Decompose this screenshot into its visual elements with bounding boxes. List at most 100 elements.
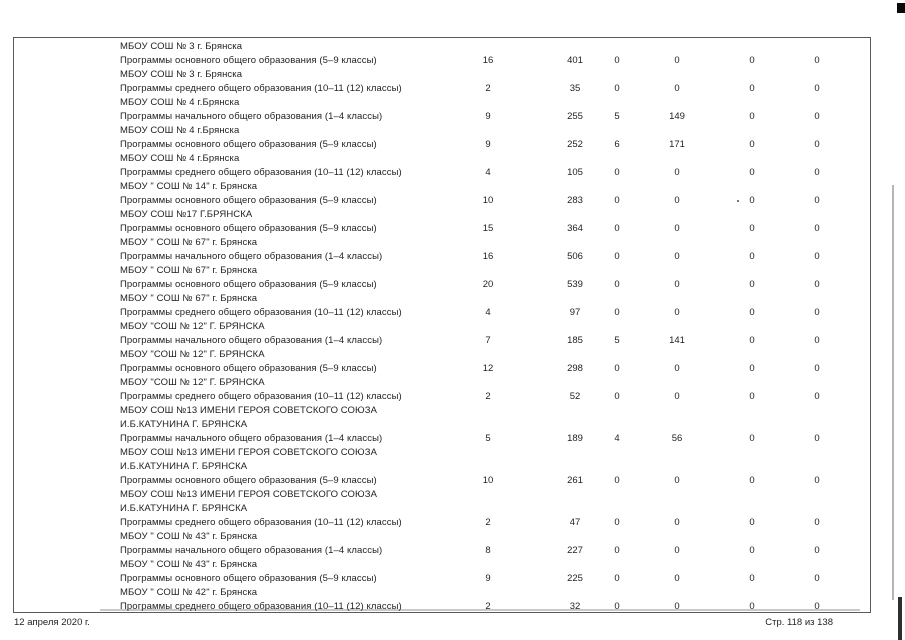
table-row-program: Программы среднего общего образования (1… <box>14 516 870 530</box>
table-row-school: МБОУ СОШ №13 ИМЕНИ ГЕРОЯ СОВЕТСКОГО СОЮЗ… <box>14 404 870 432</box>
table-row-program: Программы начального общего образования … <box>14 334 870 348</box>
value-cell: 0 <box>814 391 820 402</box>
value-cell: 0 <box>674 195 680 206</box>
school-name: МБОУ " СОШ № 67" г. Брянска <box>120 237 258 248</box>
value-cell: 10 <box>482 475 494 486</box>
value-cell: 15 <box>482 223 494 234</box>
table-row-program: Программы основного общего образования (… <box>14 194 870 208</box>
value-cell: 252 <box>567 139 583 150</box>
table-row-school: МБОУ СОШ №13 ИМЕНИ ГЕРОЯ СОВЕТСКОГО СОЮЗ… <box>14 446 870 474</box>
value-cell: 5 <box>614 111 620 122</box>
school-name: МБОУ СОШ №13 ИМЕНИ ГЕРОЯ СОВЕТСКОГО СОЮЗ… <box>120 405 378 430</box>
table-row-program: Программы среднего общего образования (1… <box>14 82 870 96</box>
value-cell: 0 <box>749 545 755 556</box>
value-cell: 0 <box>614 573 620 584</box>
value-cell: 539 <box>567 279 583 290</box>
value-cell: 185 <box>567 335 583 346</box>
school-name: МБОУ СОШ № 4 г.Брянска <box>120 125 240 136</box>
table-row-school: МБОУ " СОШ № 43" г. Брянска <box>14 530 870 544</box>
table-row-program: Программы основного общего образования (… <box>14 222 870 236</box>
value-cell: 506 <box>567 251 583 262</box>
value-cell: 97 <box>569 307 581 318</box>
value-cell: 0 <box>814 111 820 122</box>
value-cell: 171 <box>669 139 685 150</box>
table-row-school: МБОУ СОШ № 4 г.Брянска <box>14 124 870 138</box>
program-name: Программы основного общего образования (… <box>120 573 377 584</box>
value-cell: 0 <box>749 335 755 346</box>
value-cell: 0 <box>614 601 620 612</box>
school-name: МБОУ СОШ №13 ИМЕНИ ГЕРОЯ СОВЕТСКОГО СОЮЗ… <box>120 447 378 472</box>
value-cell: 0 <box>749 279 755 290</box>
table-row-school: МБОУ " СОШ № 67" г. Брянска <box>14 292 870 306</box>
value-cell: 0 <box>614 195 620 206</box>
value-cell: 0 <box>814 195 820 206</box>
value-cell: 0 <box>614 279 620 290</box>
program-name: Программы среднего общего образования (1… <box>120 167 402 178</box>
value-cell: 149 <box>669 111 685 122</box>
value-cell: 0 <box>674 223 680 234</box>
scan-smear-line <box>100 609 860 611</box>
program-name: Программы среднего общего образования (1… <box>120 391 402 402</box>
value-cell: 2 <box>485 601 491 612</box>
value-cell: 0 <box>749 111 755 122</box>
table-row-school: МБОУ СОШ № 3 г. Брянска <box>14 68 870 82</box>
table-row-school: МБОУ "СОШ № 12" Г. БРЯНСКА <box>14 320 870 334</box>
table-row-program: Программы основного общего образования (… <box>14 138 870 152</box>
table-row-program: Программы среднего общего образования (1… <box>14 166 870 180</box>
value-cell: 0 <box>674 545 680 556</box>
value-cell: 401 <box>567 55 583 66</box>
program-name: Программы начального общего образования … <box>120 251 383 262</box>
value-cell: 0 <box>674 601 680 612</box>
value-cell: 10 <box>482 195 494 206</box>
value-cell: 4 <box>614 433 620 444</box>
page-footer: 12 апреля 2020 г. Стр. 118 из 138 <box>0 615 905 631</box>
program-name: Программы основного общего образования (… <box>120 223 377 234</box>
table-row-program: Программы начального общего образования … <box>14 544 870 558</box>
value-cell: 0 <box>674 167 680 178</box>
value-cell: 0 <box>814 307 820 318</box>
value-cell: 0 <box>614 83 620 94</box>
program-name: Программы основного общего образования (… <box>120 279 377 290</box>
value-cell: 0 <box>749 55 755 66</box>
value-cell: 32 <box>569 601 581 612</box>
program-name: Программы среднего общего образования (1… <box>120 307 402 318</box>
value-cell: 52 <box>569 391 581 402</box>
value-cell: 0 <box>814 335 820 346</box>
value-cell: 0 <box>814 167 820 178</box>
value-cell: 0 <box>749 139 755 150</box>
scan-edge-line <box>892 185 894 600</box>
value-cell: 0 <box>814 223 820 234</box>
value-cell: 255 <box>567 111 583 122</box>
value-cell: 4 <box>485 167 491 178</box>
footer-page-number: Стр. 118 из 138 <box>765 617 833 628</box>
table-row-program: Программы начального общего образования … <box>14 110 870 124</box>
value-cell: 56 <box>671 433 683 444</box>
value-cell: 0 <box>749 195 755 206</box>
school-name: МБОУ СОШ № 4 г.Брянска <box>120 153 240 164</box>
value-cell: 9 <box>485 111 491 122</box>
value-cell: 0 <box>814 83 820 94</box>
table-row-school: МБОУ " СОШ № 42" г. Брянска <box>14 586 870 600</box>
program-name: Программы основного общего образования (… <box>120 363 377 374</box>
value-cell: 0 <box>614 363 620 374</box>
table-row-program: Программы среднего общего образования (1… <box>14 600 870 614</box>
value-cell: 35 <box>569 83 581 94</box>
value-cell: 141 <box>669 335 685 346</box>
value-cell: 0 <box>674 573 680 584</box>
value-cell: 8 <box>485 545 491 556</box>
value-cell: 0 <box>674 391 680 402</box>
table-row-school: МБОУ СОШ № 3 г. Брянска <box>14 40 870 54</box>
table-row-program: Программы начального общего образования … <box>14 432 870 446</box>
value-cell: 189 <box>567 433 583 444</box>
value-cell: 0 <box>749 475 755 486</box>
table-row-school: МБОУ " СОШ № 14" г. Брянска <box>14 180 870 194</box>
value-cell: 0 <box>814 279 820 290</box>
value-cell: 0 <box>749 517 755 528</box>
school-name: МБОУ " СОШ № 43" г. Брянска <box>120 531 258 542</box>
value-cell: 9 <box>485 573 491 584</box>
value-cell: 225 <box>567 573 583 584</box>
scan-artifact-mark <box>897 3 905 13</box>
program-name: Программы основного общего образования (… <box>120 195 377 206</box>
value-cell: 261 <box>567 475 583 486</box>
